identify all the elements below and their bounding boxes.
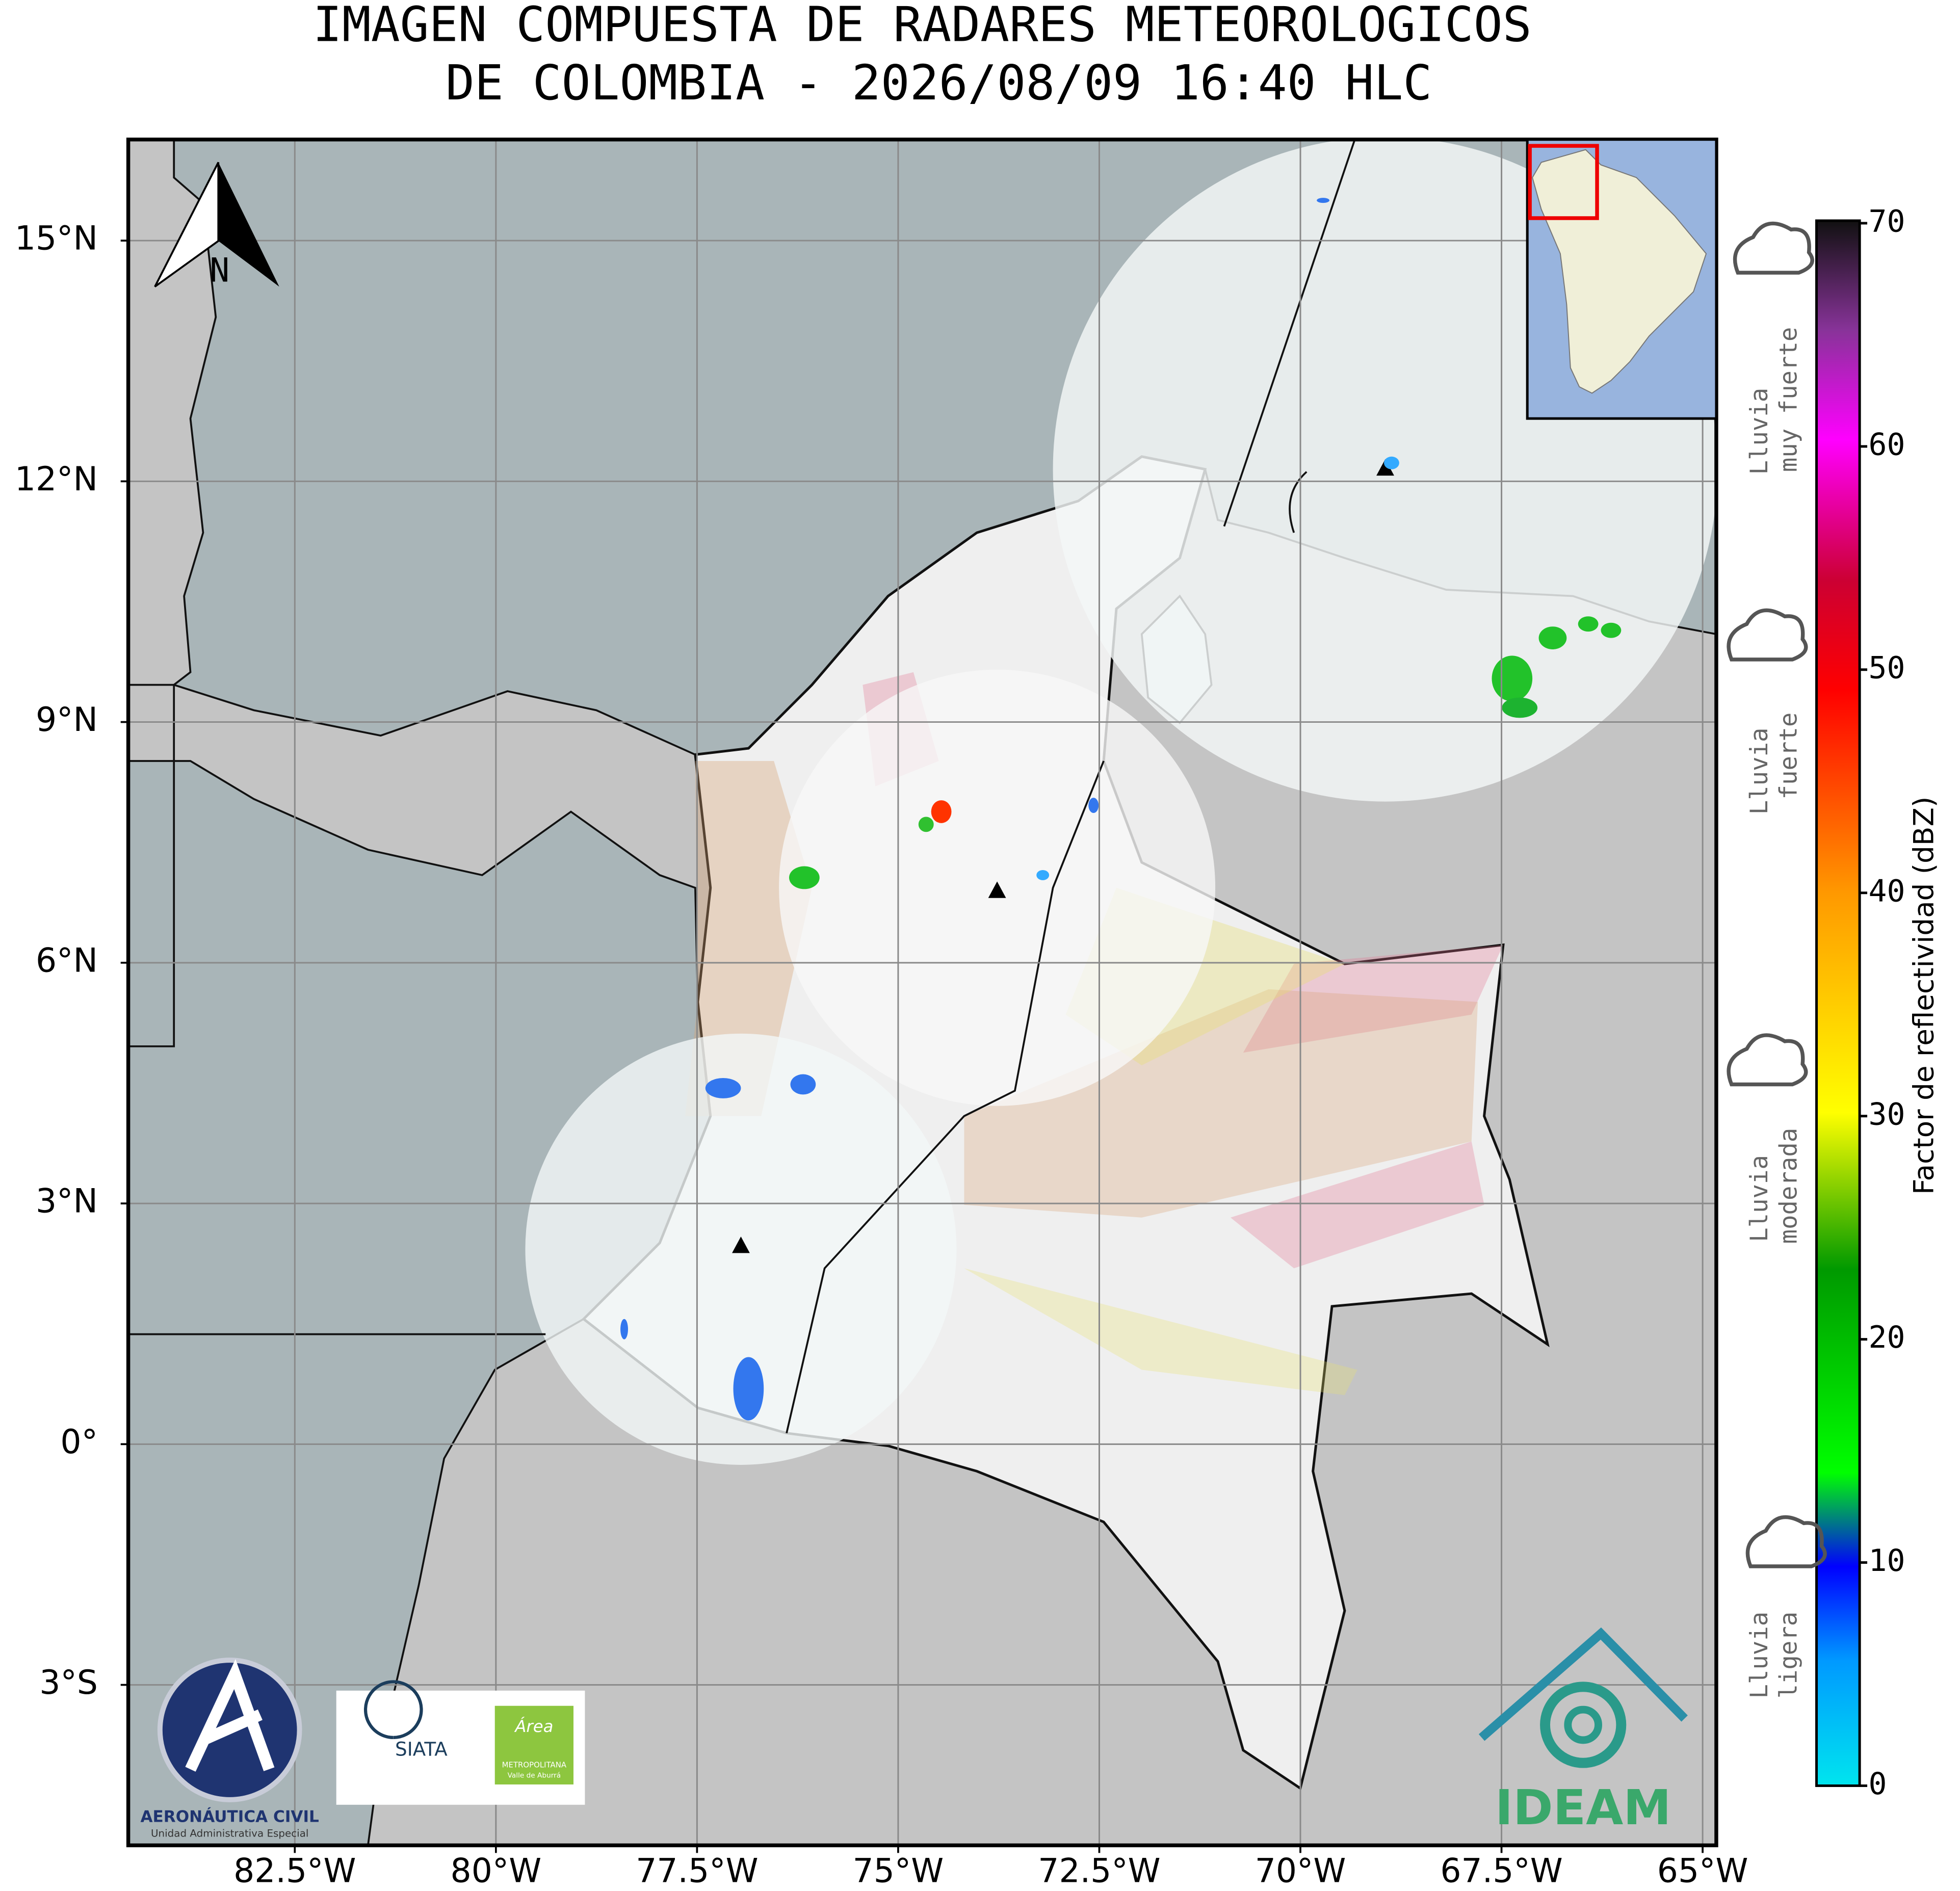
radar-echoes-part — [789, 866, 820, 889]
cloud-icon-part — [1727, 1033, 1808, 1087]
legend-text: Lluvia — [1745, 727, 1773, 815]
colorbar — [1815, 219, 1861, 1787]
borders-part — [1223, 139, 1356, 527]
legend-text: ligera — [1774, 1612, 1802, 1699]
cloud-icon — [1727, 221, 1827, 1568]
colorbar-ticks: 0 10 20 30 40 50 60 70 — [1860, 204, 1905, 1802]
x-tick-label: 70°W — [1255, 1852, 1346, 1890]
colorbar-tick-label: 40 — [1869, 874, 1905, 909]
logo-text: IDEAM — [1495, 1780, 1671, 1836]
map-frame — [126, 137, 1718, 1848]
radar-echoes-part — [790, 1074, 816, 1095]
radar-echoes-part — [1601, 622, 1622, 638]
ideam-logo: IDEAM — [1478, 1627, 1688, 1836]
y-tick-label: 3°S — [39, 1664, 98, 1702]
climatology-tint — [1230, 1141, 1484, 1269]
inset-map — [1526, 138, 1718, 420]
legend-text: Lluvia — [1745, 388, 1773, 475]
radar-echoes-part — [918, 817, 934, 832]
radar-echoes-part — [1088, 798, 1099, 813]
north-label: N — [210, 252, 229, 290]
colorbar-label: Factor de reflectividad (dBZ) — [1907, 797, 1940, 1195]
x-tick-label: 82.5°W — [233, 1852, 356, 1890]
borders-part — [786, 760, 1105, 1434]
colorbar-tick-label: 60 — [1869, 427, 1905, 462]
inset-map-part — [1532, 149, 1707, 394]
colorbar-tick-label: 30 — [1869, 1097, 1905, 1132]
inset-map-part — [1528, 144, 1599, 220]
radar-echoes-part — [1036, 870, 1050, 880]
title-line: IMAGEN COMPUESTA DE RADARES METEOROLOGIC… — [313, 0, 1532, 53]
y-tick-label: 12°N — [15, 460, 98, 498]
logo-text: METROPOLITANA — [502, 1761, 567, 1770]
x-tick-label: 75°W — [853, 1852, 944, 1890]
radar-site — [732, 1237, 750, 1253]
title-line: DE COLOMBIA - 2026/08/09 16:40 HLC — [446, 55, 1432, 111]
climatology-tint — [964, 1268, 1357, 1396]
siata-area-logo-part — [494, 1705, 574, 1784]
y-tick-label: 9°N — [36, 701, 98, 739]
borders-part — [1312, 1470, 1346, 1611]
colorbar-tick-label: 70 — [1869, 204, 1905, 240]
siata-area-logo: SIATA Área METROPOLITANA Valle de Aburrá — [336, 1680, 585, 1805]
y-tick-label: 6°N — [36, 941, 98, 980]
legend-text: muy fuerte — [1774, 327, 1802, 472]
x-tick-label: 72.5°W — [1038, 1852, 1160, 1890]
climatology-tint — [964, 989, 1478, 1218]
ideam-logo-part — [1478, 1627, 1688, 1741]
legend-text: moderada — [1774, 1128, 1802, 1244]
cloud-icon-part — [1727, 608, 1808, 662]
aerocivil-logo-part — [185, 1659, 275, 1772]
aerocivil-logo: AERONÁUTICA CIVIL Unidad Administrativa … — [140, 1658, 319, 1840]
logo-text: Área — [514, 1717, 553, 1736]
radar-echoes-part — [1502, 697, 1538, 718]
radar-echoes-part — [733, 1357, 764, 1421]
borders — [128, 139, 1356, 1611]
cloud-icon-part — [1733, 221, 1814, 275]
radar-echoes-part — [1384, 456, 1399, 469]
central-america — [128, 139, 217, 686]
siata-area-logo-part — [363, 1680, 423, 1740]
y-tick-label: 0° — [60, 1423, 98, 1461]
climatology-tint — [685, 760, 812, 1116]
radar-echoes-part — [705, 1078, 741, 1098]
legend-text: Lluvia — [1745, 1612, 1773, 1699]
ideam-logo-part — [1564, 1705, 1602, 1744]
radar-echoes-part — [931, 800, 952, 823]
colorbar-tick-label: 10 — [1869, 1543, 1905, 1579]
radar-echoes-part — [1317, 198, 1330, 203]
y-tick-label: 3°N — [36, 1183, 98, 1221]
cloud-icon-part — [1745, 1515, 1827, 1568]
radar-echoes-part — [1578, 616, 1599, 632]
radar-site — [988, 881, 1006, 898]
logo-text: Unidad Administrativa Especial — [151, 1828, 308, 1840]
grid: 82.5°W 80°W 77.5°W 75°W 72.5°W 70°W 67.5°W 65°W… — [15, 139, 1748, 1890]
y-tick-label: 15°N — [15, 220, 98, 258]
logo-text: SIATA — [395, 1738, 448, 1760]
x-tick-label: 80°W — [451, 1852, 542, 1890]
logo-text: Valle de Aburrá — [508, 1772, 561, 1780]
borders-part — [128, 685, 175, 1047]
borders-part — [1289, 471, 1308, 533]
radar-echoes-part — [1538, 626, 1567, 649]
ideam-logo-part — [1540, 1682, 1627, 1768]
radar-echoes-part — [620, 1319, 629, 1340]
x-tick-label: 77.5°W — [636, 1852, 758, 1890]
colorbar-tick-label: 20 — [1869, 1320, 1905, 1355]
legend-text: Lluvia — [1745, 1155, 1773, 1242]
x-tick-label: 65°W — [1657, 1852, 1748, 1890]
logo-text: AERONÁUTICA CIVIL — [140, 1807, 319, 1826]
colorbar-tick-label: 0 — [1869, 1767, 1887, 1802]
map-body — [128, 139, 1716, 1846]
rain-legend: Lluvia muy fuerte Lluvia fuerte Lluvia m… — [1727, 221, 1827, 1699]
colorbar-tick-label: 50 — [1869, 650, 1905, 686]
legend-text: fuerte — [1774, 713, 1802, 800]
climatology-tint — [1243, 944, 1503, 1053]
x-tick-label: 67.5°W — [1440, 1852, 1562, 1890]
radar-echoes-part — [1492, 655, 1533, 702]
radar-site — [1376, 459, 1394, 476]
